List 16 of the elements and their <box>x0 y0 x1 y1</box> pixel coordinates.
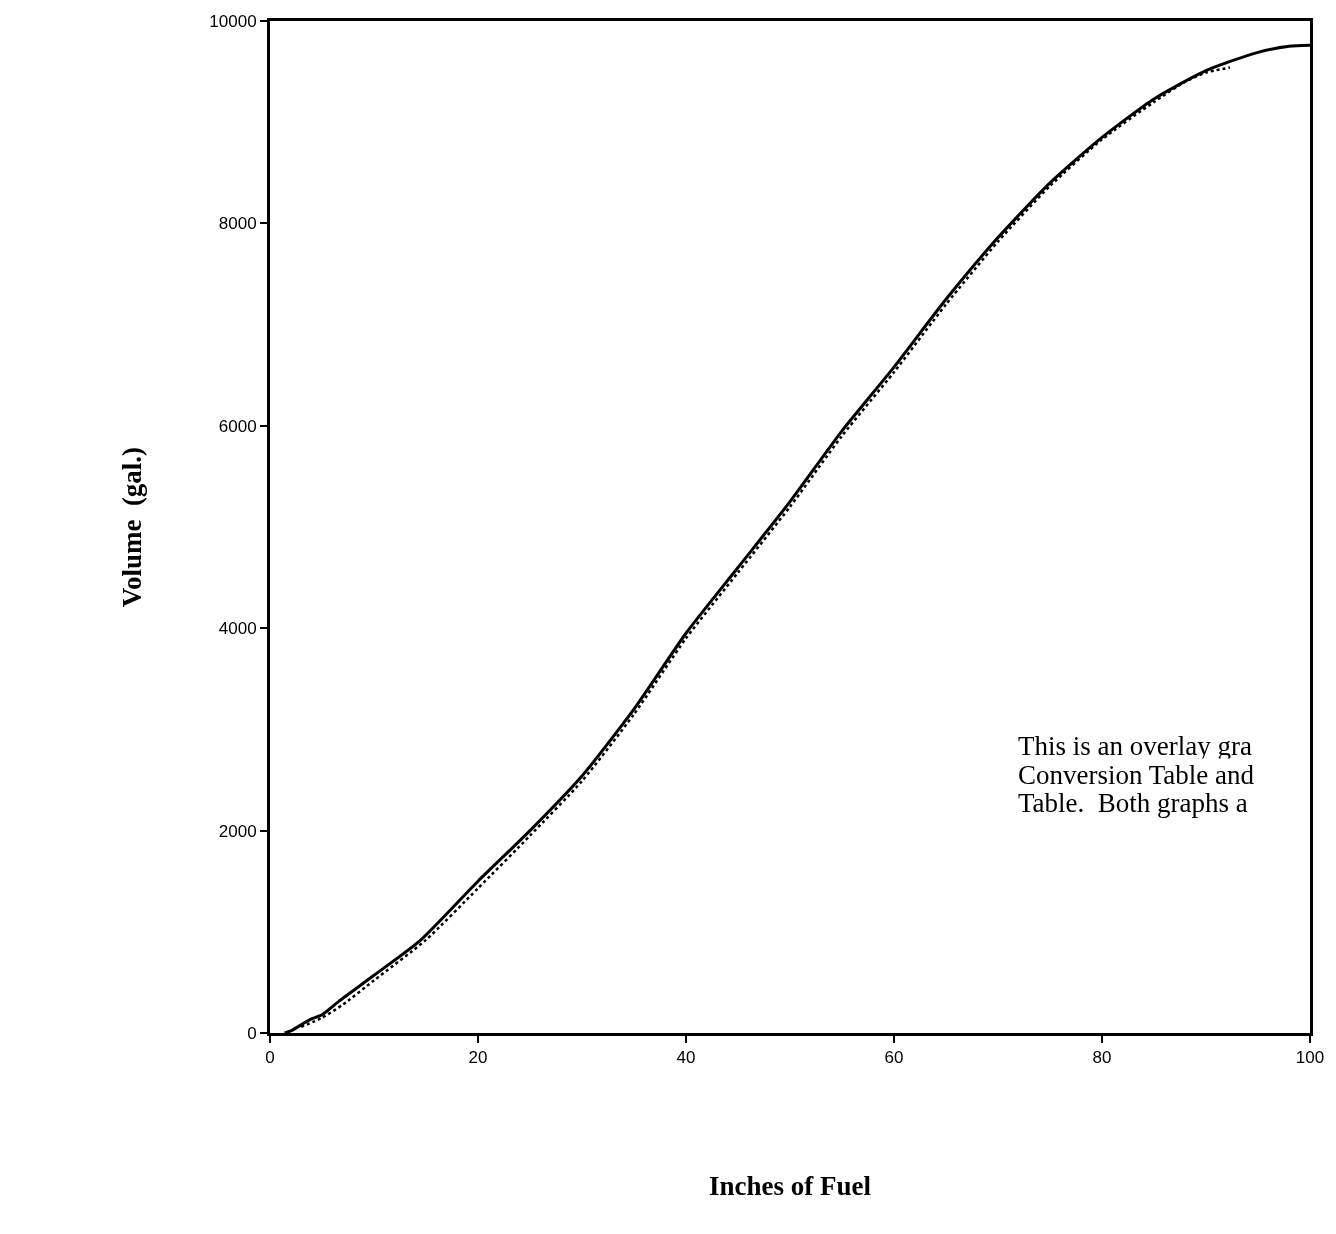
y-tick-label: 10000 <box>209 11 257 31</box>
y-tick-label: 6000 <box>218 416 257 436</box>
y-tick-label: 2000 <box>218 821 257 841</box>
x-axis-title: Inches of Fuel <box>709 1170 872 1201</box>
x-tick-label: 40 <box>676 1048 696 1068</box>
x-tick-label: 0 <box>265 1048 275 1068</box>
x-tick-label: 60 <box>884 1048 904 1068</box>
x-tick-label: 80 <box>1092 1048 1112 1068</box>
y-axis-title: Volume (gal.) <box>117 446 148 608</box>
y-tick-label: 0 <box>247 1023 257 1043</box>
x-tick-label: 20 <box>468 1048 488 1068</box>
y-tick-label: 8000 <box>218 214 257 234</box>
annotation: Conversion Table and <box>1018 760 1255 790</box>
annotation: Table. Both graphs a <box>1018 788 1248 818</box>
y-tick-label: 4000 <box>218 619 257 639</box>
x-tick-label: 100 <box>1295 1048 1325 1068</box>
